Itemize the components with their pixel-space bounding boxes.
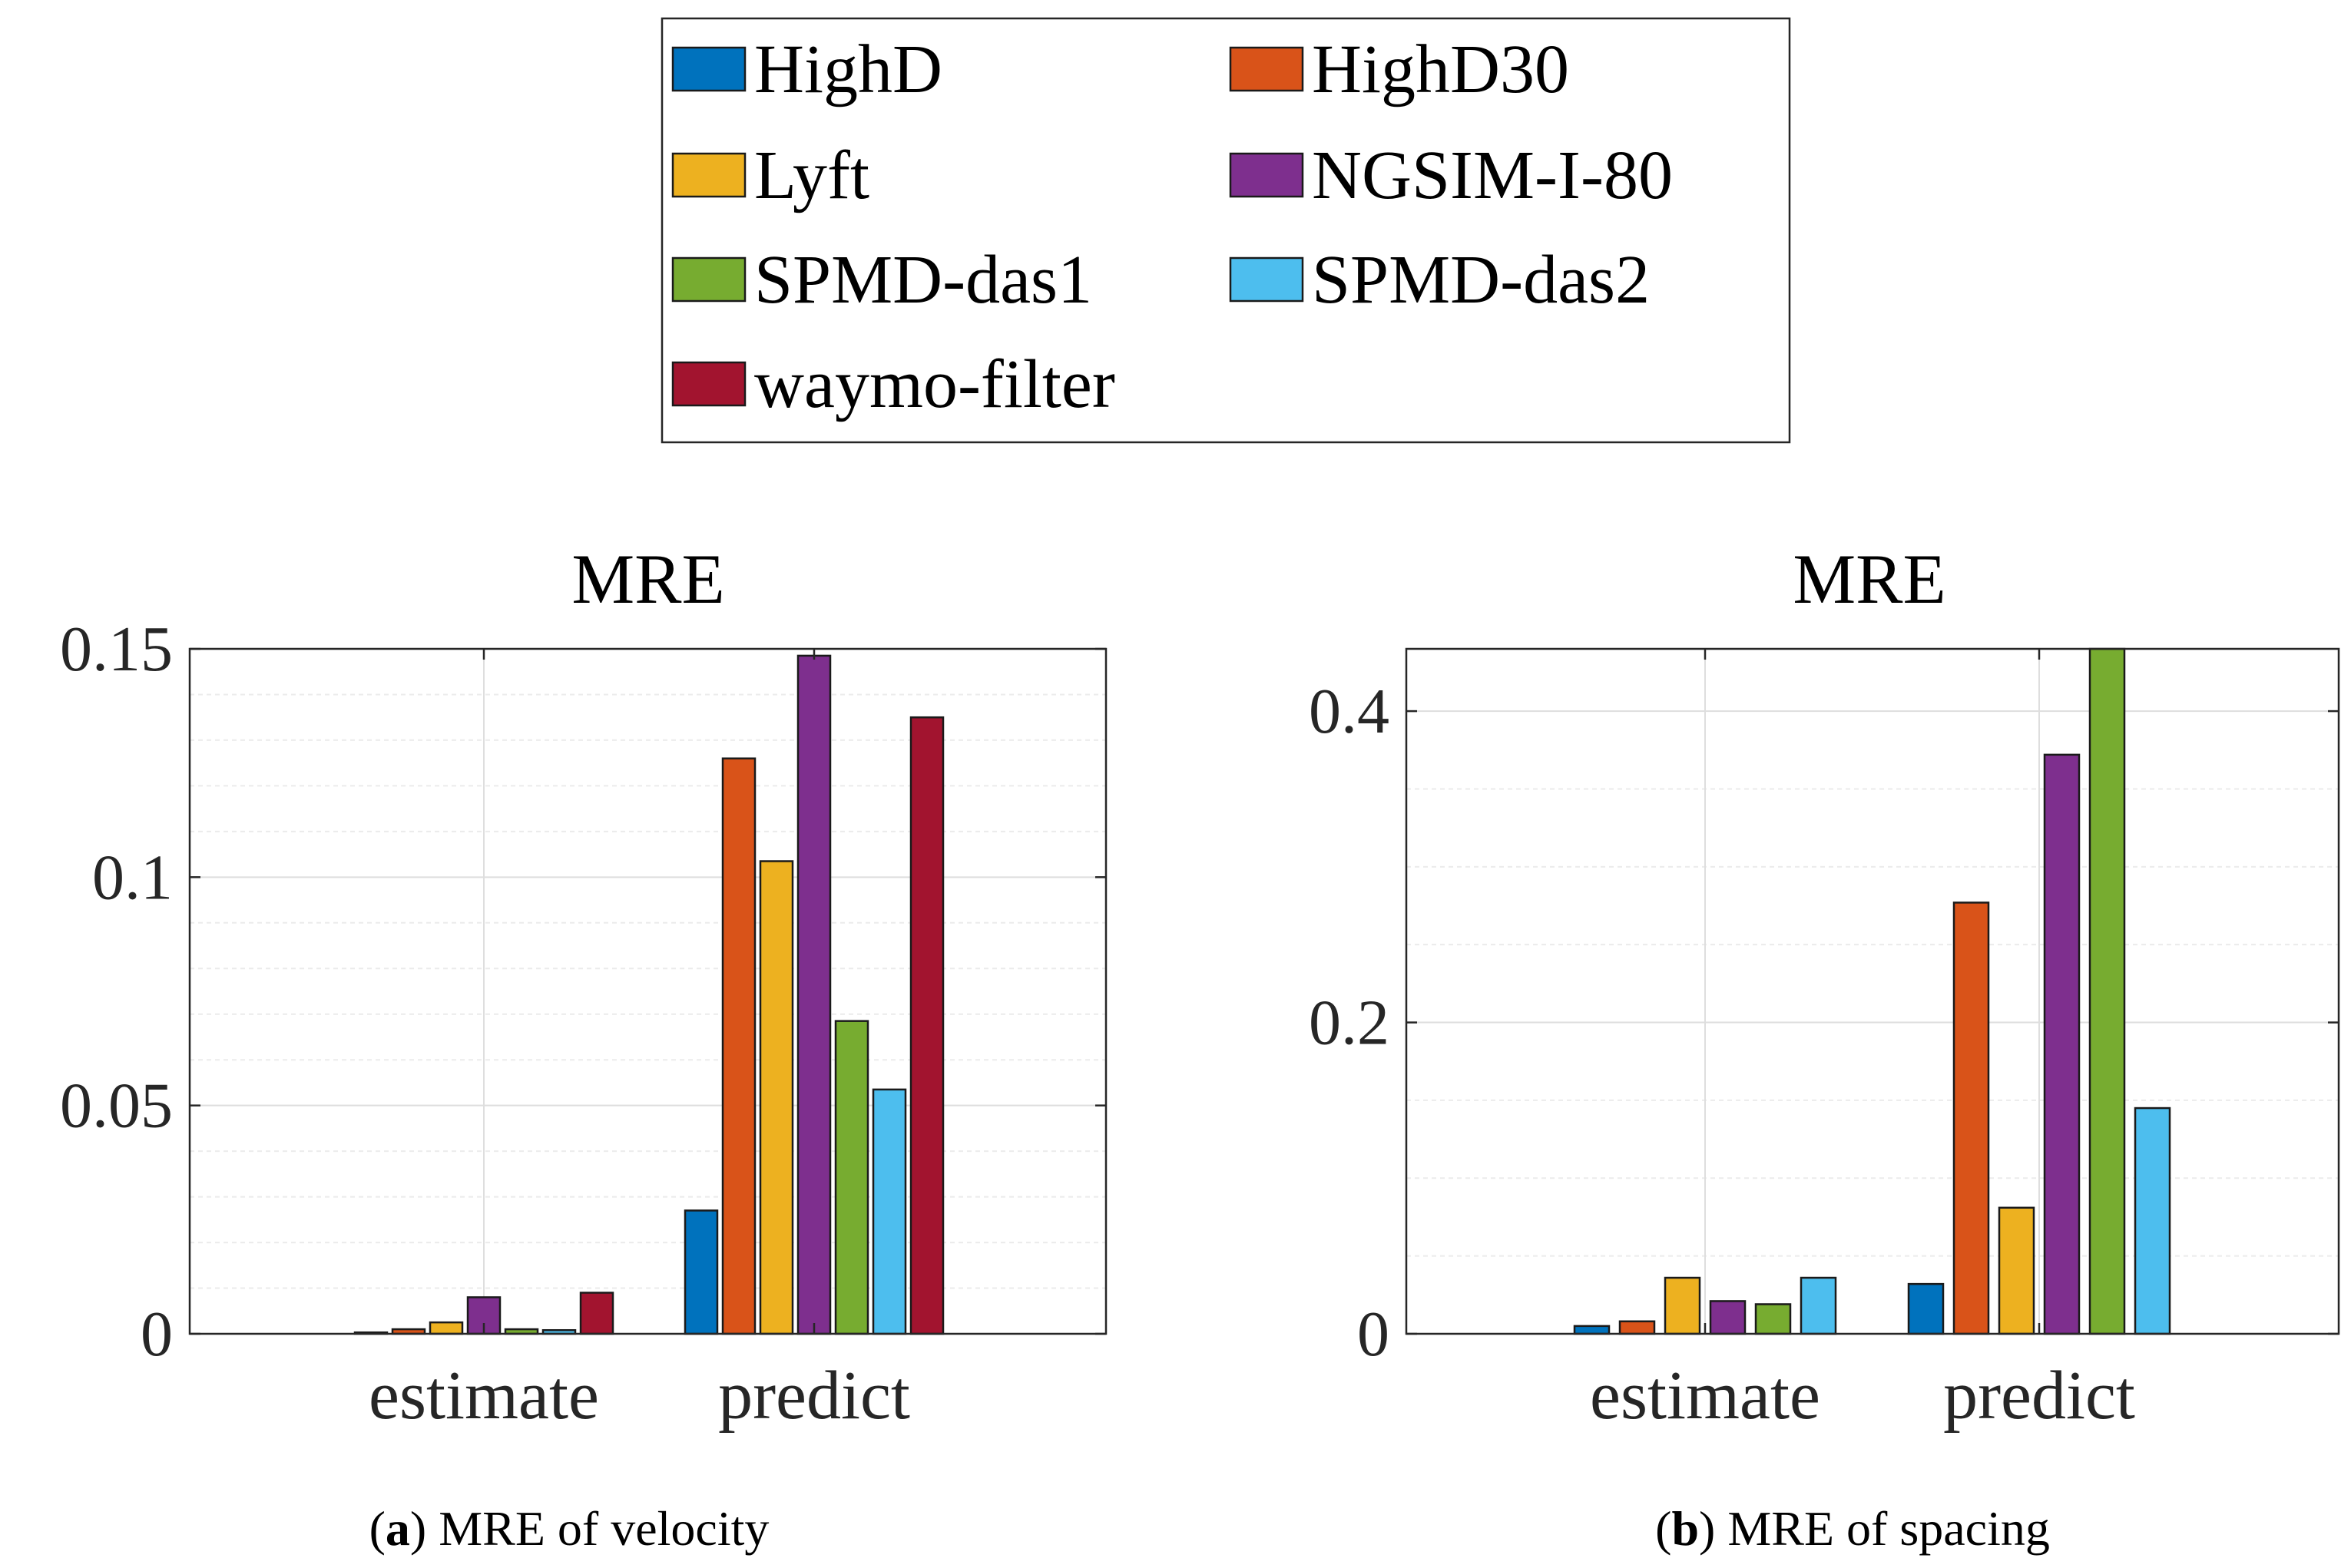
legend-box: [661, 17, 1791, 444]
bar-highd30-predict: [721, 757, 757, 1335]
bar-lyft-predict: [759, 860, 794, 1335]
bar-lyft-predict: [1998, 1206, 2035, 1335]
y-tick-label: 0: [141, 1298, 173, 1370]
bar-spmd-das1-predict: [834, 1020, 869, 1335]
legend-label: SPMD-das2: [1312, 242, 1650, 318]
bar-spmd-das2-predict: [872, 1088, 907, 1335]
bar-ngsim-i-80-predict: [2043, 753, 2081, 1335]
caption-b: (b) MRE of spacing: [1655, 1501, 2050, 1556]
y-tick-label: 0.1: [92, 842, 173, 913]
bar-highd-predict: [684, 1209, 719, 1335]
legend-swatch: [671, 46, 747, 92]
legend-swatch: [1229, 256, 1304, 303]
x-tick-label: predict: [1943, 1358, 2135, 1434]
bar-ngsim-i-80-estimate: [1709, 1300, 1747, 1335]
chart-spacing: MRE 0 0.2 0.4 estimate predict: [1309, 540, 2340, 1434]
y-tick-label: 0.15: [60, 614, 173, 685]
caption-letter: b: [1671, 1501, 1699, 1556]
y-tick-label: 0.05: [60, 1070, 173, 1142]
bar-waymo-filter-predict: [909, 716, 945, 1335]
x-tick-label: estimate: [1590, 1358, 1820, 1434]
plot-area: [1405, 647, 2340, 1335]
bar-lyft-estimate: [429, 1321, 464, 1335]
y-tick-label: 0.4: [1309, 676, 1389, 747]
x-tick-label: estimate: [369, 1358, 599, 1434]
bar-ngsim-i-80-predict: [796, 654, 832, 1335]
chart-title: MRE: [1793, 540, 1945, 618]
caption-text: MRE of velocity: [426, 1501, 769, 1556]
x-tick-label: predict: [718, 1358, 910, 1434]
caption-text: MRE of spacing: [1715, 1501, 2050, 1556]
legend-label: HighD30: [1312, 31, 1569, 108]
legend-label: NGSIM-I-80: [1312, 137, 1673, 213]
y-tick-label: 0.2: [1309, 987, 1389, 1059]
chart-velocity: MRE 0 0.05 0.1 0.15 estimate predict: [60, 540, 1108, 1434]
legend-label: waymo-filter: [754, 346, 1115, 422]
y-tick-label: 0: [1357, 1298, 1389, 1370]
bar-highd-estimate: [1573, 1325, 1611, 1335]
legend-swatch: [1229, 152, 1304, 198]
bar-spmd-das1-predict: [2088, 647, 2126, 1335]
bar-highd30-predict: [1952, 901, 1990, 1335]
legend-swatch: [671, 152, 747, 198]
bar-spmd-das2-estimate: [1800, 1276, 1837, 1335]
legend-swatch: [671, 256, 747, 303]
legend-label: HighD: [754, 31, 942, 108]
legend: HighD HighD30 Lyft NGSIM-I-80 SPMD-das1 SPMD-…: [661, 17, 1791, 444]
chart-title: MRE: [571, 540, 724, 618]
bar-waymo-filter-estimate: [579, 1292, 614, 1335]
plot-area: [188, 647, 1108, 1335]
caption-letter: a: [386, 1501, 410, 1556]
bar-highd30-estimate: [1618, 1320, 1656, 1335]
legend-label: Lyft: [754, 137, 869, 213]
bar-highd-predict: [1907, 1282, 1945, 1335]
caption-a: (a) MRE of velocity: [369, 1501, 770, 1556]
legend-swatch: [1229, 46, 1304, 92]
bar-lyft-estimate: [1664, 1276, 1701, 1335]
legend-swatch: [671, 361, 747, 407]
bar-spmd-das1-estimate: [1754, 1303, 1792, 1335]
legend-label: SPMD-das1: [754, 242, 1092, 318]
bar-spmd-das2-predict: [2134, 1107, 2171, 1335]
